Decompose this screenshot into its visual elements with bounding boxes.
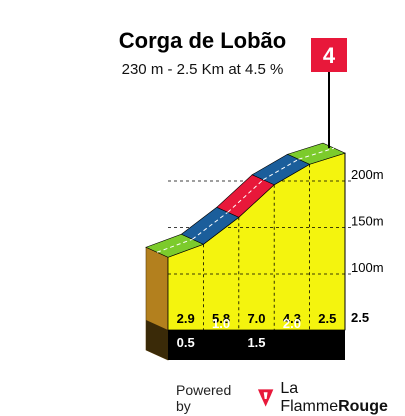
road-centerline — [156, 238, 193, 253]
gradient-label: 4.3 — [283, 311, 301, 326]
powered-by-text: Powered by — [176, 382, 232, 414]
brand-name: La FlammeRouge — [280, 380, 388, 415]
base-side-face — [146, 320, 168, 360]
km-marker-label: 1.5 — [247, 335, 265, 350]
footer: Powered by La FlammeRouge — [176, 380, 405, 415]
road-centerline — [298, 147, 335, 160]
km-marker-label: 1.0 — [212, 316, 230, 331]
km-marker-label: 2.5 — [351, 310, 369, 325]
category-flag — [311, 38, 347, 72]
km-marker-label: 0.5 — [177, 335, 195, 350]
gradient-label: 7.0 — [247, 311, 265, 326]
segment-top-easy — [286, 142, 346, 165]
y-tick-label: 200m — [351, 167, 384, 182]
page-title: Corga de Lobão — [118, 28, 287, 53]
road-centerline — [227, 179, 264, 213]
y-tick-label: 100m — [351, 260, 384, 275]
flame-logo-icon — [257, 389, 274, 407]
gradient-label: 2.5 — [318, 311, 336, 326]
gradient-label: 5.8 — [212, 311, 230, 326]
distance-band — [168, 330, 345, 360]
y-tick-label: 150m — [351, 214, 384, 229]
gradient-label: 2.9 — [177, 311, 195, 326]
km-marker-label: 2.0 — [283, 316, 301, 331]
road-centerline — [192, 211, 229, 240]
category-flag-label: 4 — [323, 43, 336, 68]
climb-summary: 230 m - 2.5 Km at 4.5 % — [121, 61, 284, 78]
